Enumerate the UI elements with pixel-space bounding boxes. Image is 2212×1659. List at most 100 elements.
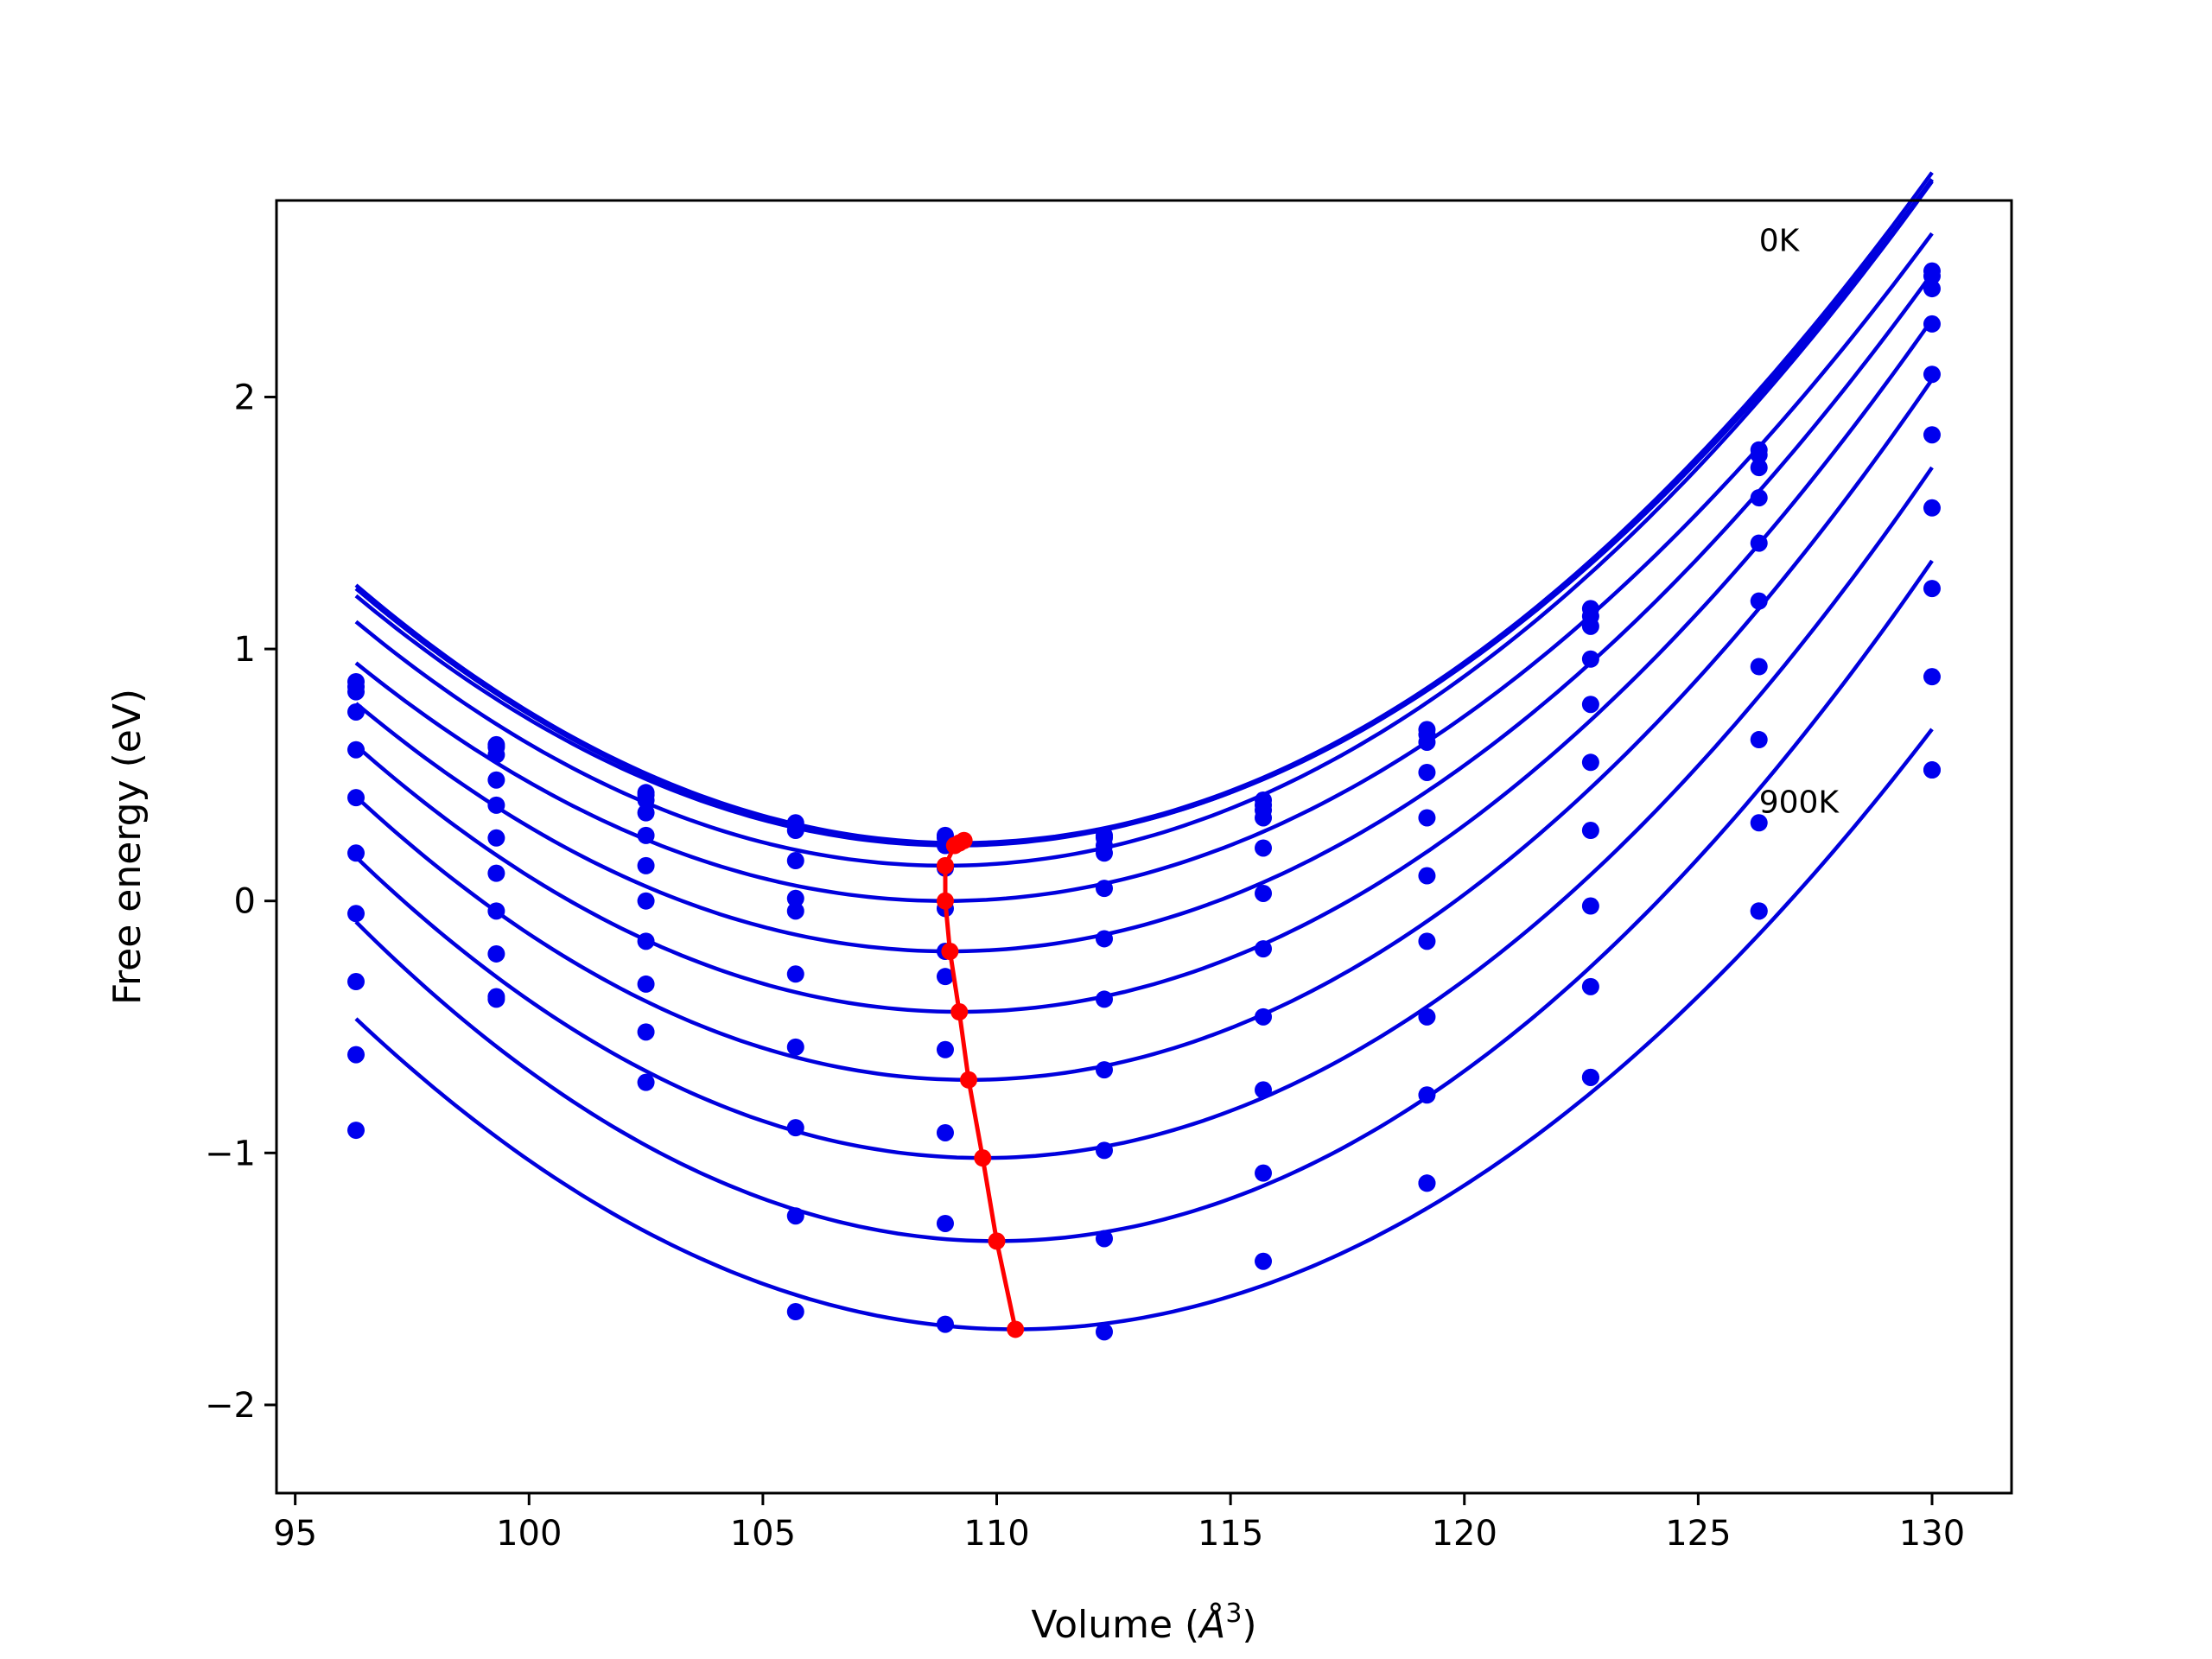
data-point xyxy=(786,822,804,840)
data-point xyxy=(1750,658,1768,676)
data-point xyxy=(1750,592,1768,610)
fit-curves xyxy=(354,171,1934,1332)
data-point xyxy=(786,1303,804,1321)
x-tick-label: 120 xyxy=(1432,1514,1497,1554)
data-point xyxy=(487,902,505,920)
data-point xyxy=(487,944,505,963)
minimum-point xyxy=(941,943,959,961)
data-point xyxy=(786,1038,804,1056)
data-point xyxy=(1418,809,1436,827)
x-tick-label: 125 xyxy=(1665,1514,1731,1554)
data-point xyxy=(1581,696,1599,714)
data-point xyxy=(1923,426,1941,444)
data-point xyxy=(347,844,365,862)
x-axis-label-suffix: ) xyxy=(1242,1603,1256,1647)
data-point xyxy=(347,1122,365,1140)
fit-curve-5 xyxy=(354,272,1934,954)
data-point xyxy=(1255,1252,1273,1270)
plot-frame xyxy=(275,199,2013,1495)
data-point xyxy=(1923,267,1941,285)
data-point xyxy=(1923,280,1941,298)
data-point xyxy=(637,892,655,910)
data-point xyxy=(1418,1174,1436,1192)
data-point xyxy=(1418,867,1436,885)
data-point xyxy=(1095,990,1113,1008)
minimum-point xyxy=(936,856,954,874)
data-point xyxy=(1255,809,1273,827)
data-point xyxy=(1418,763,1436,781)
y-tick-label: 0 xyxy=(234,882,256,922)
data-point xyxy=(1923,499,1941,517)
data-point xyxy=(936,1123,954,1141)
fit-curve-2 xyxy=(354,178,1934,848)
data-point xyxy=(347,741,365,759)
data-point xyxy=(1581,1068,1599,1086)
data-point xyxy=(487,796,505,814)
data-point xyxy=(1095,1141,1113,1160)
data-point xyxy=(786,889,804,907)
data-point xyxy=(637,791,655,810)
data-point xyxy=(1255,884,1273,902)
minima-line xyxy=(936,831,1025,1338)
data-point xyxy=(637,856,655,874)
data-point xyxy=(1095,930,1113,948)
data-point xyxy=(786,1207,804,1225)
data-point xyxy=(786,965,804,983)
data-point xyxy=(1923,365,1941,384)
data-point xyxy=(1750,489,1768,507)
data-point xyxy=(487,746,505,764)
minimum-point xyxy=(1007,1320,1025,1338)
data-point xyxy=(637,1023,655,1041)
minimum-point xyxy=(950,1003,969,1021)
data-point xyxy=(487,829,505,847)
x-tick-label: 105 xyxy=(730,1514,796,1554)
data-point xyxy=(1750,731,1768,749)
data-point xyxy=(637,804,655,822)
data-point xyxy=(1581,822,1599,840)
minimum-point xyxy=(960,1071,978,1089)
data-point xyxy=(1255,1164,1273,1182)
data-point xyxy=(1255,839,1273,857)
data-point xyxy=(1581,897,1599,915)
y-axis-label: Free energy (eV) xyxy=(105,689,149,1005)
x-tick-label: 130 xyxy=(1899,1514,1965,1554)
data-point xyxy=(347,905,365,923)
minimum-point xyxy=(945,836,963,855)
data-point xyxy=(1750,446,1768,464)
data-point xyxy=(936,1214,954,1232)
data-point xyxy=(1095,1230,1113,1248)
data-point xyxy=(637,932,655,950)
data-point xyxy=(637,826,655,844)
minimum-point xyxy=(988,1232,1006,1250)
x-tick-label: 110 xyxy=(963,1514,1029,1554)
x-tick-label: 95 xyxy=(273,1514,317,1554)
data-point xyxy=(347,789,365,807)
data-point xyxy=(1750,814,1768,832)
data-point xyxy=(347,702,365,721)
data-point xyxy=(1095,1323,1113,1341)
data-point xyxy=(1581,753,1599,772)
minimum-point xyxy=(936,892,954,910)
data-point xyxy=(786,852,804,870)
data-point xyxy=(1923,761,1941,779)
y-tick-label: 1 xyxy=(234,630,256,670)
data-point xyxy=(1581,650,1599,668)
fit-curve-10 xyxy=(354,728,1934,1332)
data-point xyxy=(347,1046,365,1064)
y-axis: −2 −1 0 1 2 xyxy=(205,378,276,1426)
data-point xyxy=(786,902,804,920)
data-point xyxy=(1255,940,1273,958)
data-point xyxy=(1581,977,1599,995)
x-axis-label: Volume (Å3) xyxy=(1031,1599,1256,1647)
data-points xyxy=(347,262,1941,1341)
data-point xyxy=(1418,1086,1436,1104)
y-tick-label: −1 xyxy=(205,1134,256,1173)
data-point xyxy=(936,1040,954,1058)
fit-curve-9 xyxy=(354,559,1934,1243)
annotation-label: 900K xyxy=(1759,785,1840,821)
data-point xyxy=(1923,315,1941,333)
data-point xyxy=(936,968,954,986)
fit-curve-6 xyxy=(354,318,1934,1014)
data-point xyxy=(347,973,365,991)
